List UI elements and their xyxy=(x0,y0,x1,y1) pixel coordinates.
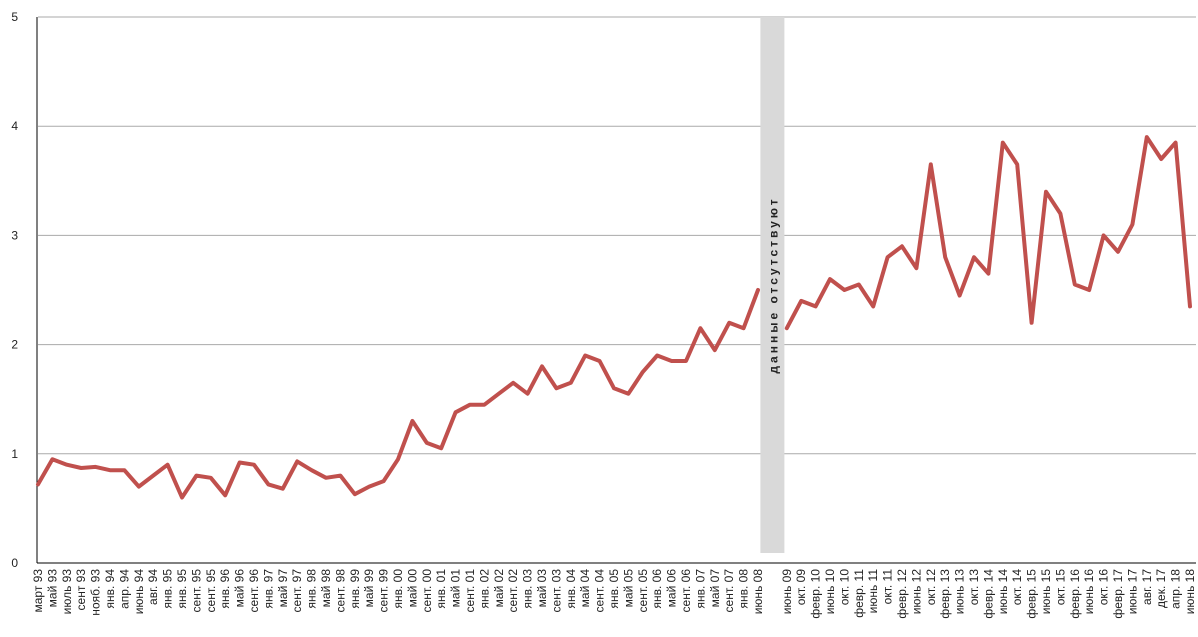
x-tick-label: окт. 10 xyxy=(837,569,851,606)
x-tick-label: сент. 03 xyxy=(549,569,563,613)
x-tick-label: февр. 10 xyxy=(809,569,823,619)
x-tick-label: май 96 xyxy=(233,569,247,608)
x-tick-label: янв. 94 xyxy=(103,569,117,609)
x-tick-label: май 01 xyxy=(449,569,463,608)
x-tick-label: янв. 95 xyxy=(161,569,175,609)
x-tick-label: сент. 98 xyxy=(333,569,347,613)
x-tick-label: янв. 02 xyxy=(477,569,491,609)
y-tick-label: 0 xyxy=(11,556,18,570)
x-tick-label: июнь 09 xyxy=(780,569,794,615)
x-tick-label: сент. 02 xyxy=(506,569,520,613)
y-tick-label: 1 xyxy=(11,447,18,461)
x-tick-label: окт. 12 xyxy=(924,569,938,606)
x-tick-label: янв. 04 xyxy=(564,569,578,609)
x-tick-label: февр. 15 xyxy=(1025,569,1039,619)
x-tick-label: окт. 11 xyxy=(881,569,895,605)
x-tick-label: сент. 97 xyxy=(290,569,304,613)
x-tick-label: янв. 95 xyxy=(175,569,189,609)
x-tick-label: окт. 16 xyxy=(1097,569,1111,606)
x-tick-label: июнь 14 xyxy=(996,569,1010,615)
x-tick-label: окт. 15 xyxy=(1053,569,1067,606)
y-tick-label: 5 xyxy=(11,10,18,24)
x-tick-label: июнь 13 xyxy=(953,569,967,615)
x-tick-label: нояб. 93 xyxy=(89,569,103,616)
x-tick-label: июль 93 xyxy=(60,569,74,615)
x-tick-label: февр. 12 xyxy=(895,569,909,619)
x-tick-label: февр. 16 xyxy=(1068,569,1082,619)
x-tick-label: май 02 xyxy=(492,569,506,608)
x-tick-label: сент. 95 xyxy=(189,569,203,613)
x-tick-label: февр. 14 xyxy=(981,569,995,619)
x-tick-label: янв. 99 xyxy=(348,569,362,609)
x-tick-label: июнь 16 xyxy=(1082,569,1096,615)
x-tick-label: сент 93 xyxy=(74,569,88,611)
x-tick-label: сент. 01 xyxy=(463,569,477,613)
x-tick-label: май 07 xyxy=(708,569,722,608)
y-tick-label: 2 xyxy=(11,338,18,352)
x-tick-label: сент. 07 xyxy=(722,569,736,613)
x-tick-label: май 99 xyxy=(362,569,376,608)
x-tick-label: май 03 xyxy=(535,569,549,608)
x-tick-label: июнь 12 xyxy=(909,569,923,615)
x-tick-label: янв. 08 xyxy=(737,569,751,609)
x-tick-label: апр. 18 xyxy=(1169,569,1183,609)
x-tick-label: февр. 13 xyxy=(938,569,952,619)
x-tick-label: дек. 17 xyxy=(1154,569,1168,608)
x-tick-label: окт. 13 xyxy=(967,569,981,606)
x-tick-label: май 93 xyxy=(45,569,59,608)
x-tick-label: май 05 xyxy=(621,569,635,608)
x-tick-label: май 00 xyxy=(405,569,419,608)
x-tick-label: сент. 99 xyxy=(377,569,391,613)
x-tick-label: янв. 98 xyxy=(305,569,319,609)
x-tick-label: март 93 xyxy=(31,569,45,613)
x-tick-label: июнь 10 xyxy=(823,569,837,615)
x-tick-label: авг. 17 xyxy=(1140,569,1154,605)
x-tick-label: февр. 11 xyxy=(852,569,866,618)
x-tick-label: янв. 07 xyxy=(693,569,707,609)
x-tick-label: окт. 09 xyxy=(794,569,808,606)
missing-band xyxy=(760,17,785,553)
x-tick-label: июнь 94 xyxy=(132,569,146,615)
x-tick-label: сент. 06 xyxy=(679,569,693,613)
x-tick-label: янв. 00 xyxy=(391,569,405,609)
x-tick-label: сент. 05 xyxy=(636,569,650,613)
x-tick-label: май 98 xyxy=(319,569,333,608)
x-tick-label: июнь 17 xyxy=(1125,569,1139,615)
x-tick-label: июнь 15 xyxy=(1039,569,1053,615)
x-tick-label: янв. 97 xyxy=(261,569,275,609)
x-tick-label: янв. 05 xyxy=(607,569,621,609)
x-tick-label: май 97 xyxy=(276,569,290,608)
x-tick-label: сент. 04 xyxy=(593,569,607,613)
x-tick-label: июнь 18 xyxy=(1183,569,1197,615)
x-tick-label: май 04 xyxy=(578,569,592,608)
annotation: данные отсутствуют xyxy=(766,196,780,373)
x-tick-label: апр. 94 xyxy=(117,569,131,609)
x-tick-label: июнь 08 xyxy=(751,569,765,615)
x-tick-label: сент. 00 xyxy=(420,569,434,613)
x-tick-label: янв. 06 xyxy=(650,569,664,609)
x-tick-label: янв. 03 xyxy=(521,569,535,609)
y-tick-label: 4 xyxy=(11,119,18,133)
y-tick-label: 3 xyxy=(11,228,18,242)
x-tick-label: сент. 96 xyxy=(247,569,261,613)
data-line xyxy=(36,135,1192,500)
x-tick-label: янв. 01 xyxy=(434,569,448,609)
x-tick-label: авг. 94 xyxy=(146,569,160,605)
x-tick-label: февр. 17 xyxy=(1111,569,1125,619)
x-tick-label: май 06 xyxy=(665,569,679,608)
x-tick-label: янв. 96 xyxy=(218,569,232,609)
x-tick-label: сент. 95 xyxy=(204,569,218,613)
x-tick-label: окт. 14 xyxy=(1010,569,1024,606)
x-tick-label: июнь 11 xyxy=(866,569,880,614)
